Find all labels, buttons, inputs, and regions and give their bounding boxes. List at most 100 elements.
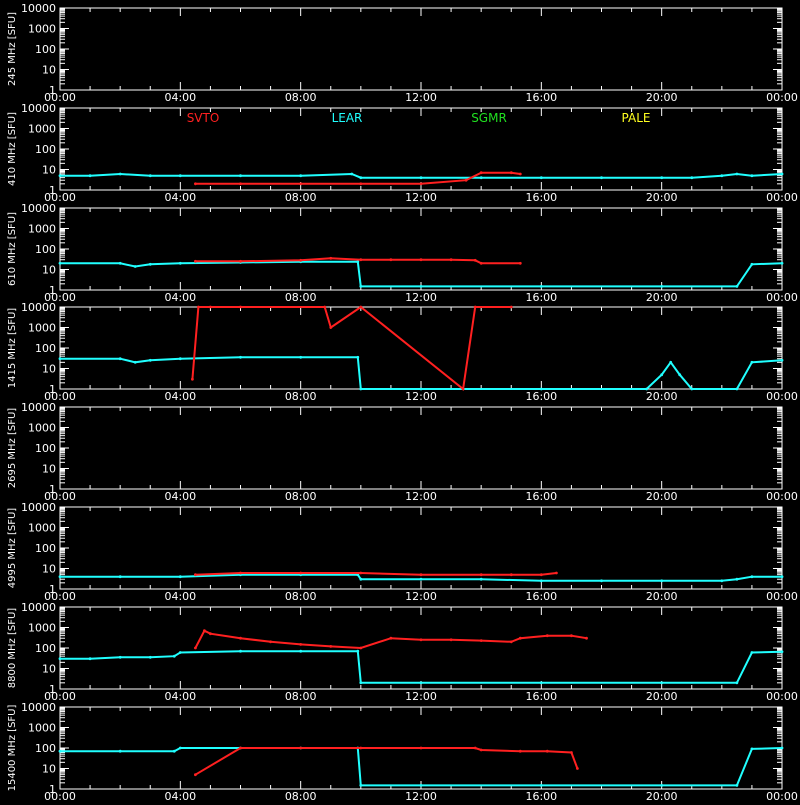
data-point-svto [299,571,303,575]
data-point-lear [419,681,423,685]
x-tick-label: 00:00 [44,590,76,603]
data-point-lear [172,749,176,753]
x-tick-label: 00:00 [766,590,798,603]
data-point-lear [118,575,122,579]
data-point-svto [194,646,197,650]
y-tick-label: 10000 [21,401,56,414]
series-line-lear [60,747,783,787]
y-tick-label: 100 [35,342,56,355]
y-axis-label: 410 MHz [SFU] [7,112,18,186]
data-point-svto [359,746,363,750]
data-point-lear [780,358,784,362]
y-tick-label: 10 [42,264,56,277]
data-point-lear [148,262,152,266]
y-tick-label: 1 [49,783,56,796]
x-tick-label: 00:00 [44,490,76,503]
data-point-svto [191,377,194,381]
data-point-lear [479,176,483,180]
data-point-svto [299,182,303,186]
data-point-lear [720,579,724,583]
data-point-svto [299,643,303,646]
data-point-svto [239,182,242,186]
x-tick-label: 04:00 [164,490,196,503]
data-point-lear [118,357,122,361]
data-point-svto [419,746,423,750]
x-tick-label: 04:00 [164,790,196,800]
data-point-svto [555,571,558,575]
legend-entry-pale: PALE [622,111,651,125]
x-tick-label: 00:00 [44,390,76,403]
y-axis-label: 15400 MHz [SFU] [7,705,18,792]
data-point-lear [359,387,363,391]
data-point-lear [359,176,363,180]
x-tick-label: 20:00 [646,390,678,403]
data-point-lear [356,260,360,264]
data-point-lear [58,749,62,753]
x-tick-label: 08:00 [285,790,317,800]
y-tick-label: 100 [35,642,56,655]
y-tick-label: 100 [35,742,56,755]
data-point-lear [678,373,682,377]
data-point-lear [359,285,363,288]
y-tick-label: 1000 [28,422,56,435]
data-point-svto [329,326,333,329]
data-point-svto [479,639,483,642]
data-point-lear [239,649,242,653]
y-tick-label: 10000 [21,202,56,215]
data-point-svto [479,748,483,752]
data-point-lear [780,172,784,176]
data-point-lear [720,174,724,178]
data-point-lear [118,749,122,753]
x-tick-label: 08:00 [285,291,317,304]
data-point-svto [479,171,483,175]
y-tick-label: 10 [42,763,56,776]
data-point-svto [359,646,363,650]
data-point-svto [461,387,465,391]
x-tick-label: 16:00 [525,590,557,603]
data-point-lear [750,174,754,178]
data-point-lear [690,176,694,180]
data-point-svto [359,182,363,186]
y-axis-label: 245 MHz [SFU] [7,12,18,86]
data-point-lear [359,577,363,581]
x-tick-label: 16:00 [525,91,557,104]
y-axis-label: 8800 MHz [SFU] [7,608,18,689]
x-tick-label: 00:00 [44,91,76,104]
x-tick-label: 20:00 [646,91,678,104]
data-point-lear [660,373,664,377]
legend-entry-sgmr: SGMR [471,111,507,125]
data-point-lear [660,579,664,583]
data-point-svto [239,636,242,640]
x-tick-label: 04:00 [164,590,196,603]
data-point-lear [600,579,603,583]
series-line-svto [195,171,521,185]
data-point-lear [735,387,739,391]
data-point-svto [359,305,363,309]
data-point-svto [509,640,513,644]
data-point-lear [58,657,62,661]
x-tick-label: 20:00 [646,590,678,603]
data-point-lear [58,174,62,178]
data-point-svto [329,645,333,648]
legend-entry-lear: LEAR [332,111,363,125]
x-tick-label: 12:00 [405,690,437,703]
y-tick-label: 10000 [21,2,56,15]
data-point-svto [473,305,477,309]
y-tick-label: 1 [49,184,56,197]
y-tick-label: 1000 [28,223,56,236]
y-tick-label: 1 [49,284,56,297]
x-tick-label: 16:00 [525,490,557,503]
x-tick-label: 16:00 [525,690,557,703]
data-point-lear [239,355,242,359]
data-point-svto [570,751,573,754]
y-tick-label: 10 [42,363,56,376]
data-point-lear [118,172,122,176]
x-tick-label: 12:00 [405,790,437,800]
data-point-lear [178,651,182,654]
x-tick-label: 20:00 [646,291,678,304]
data-point-svto [194,773,197,777]
y-axis-label: 1415 MHz [SFU] [7,308,18,389]
data-point-lear [735,577,739,581]
